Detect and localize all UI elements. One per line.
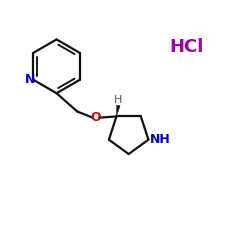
Text: H: H xyxy=(114,95,122,105)
Text: O: O xyxy=(90,111,101,124)
Text: NH: NH xyxy=(150,133,171,146)
Text: N: N xyxy=(25,73,35,86)
Text: HCl: HCl xyxy=(169,38,203,56)
Polygon shape xyxy=(116,105,120,117)
